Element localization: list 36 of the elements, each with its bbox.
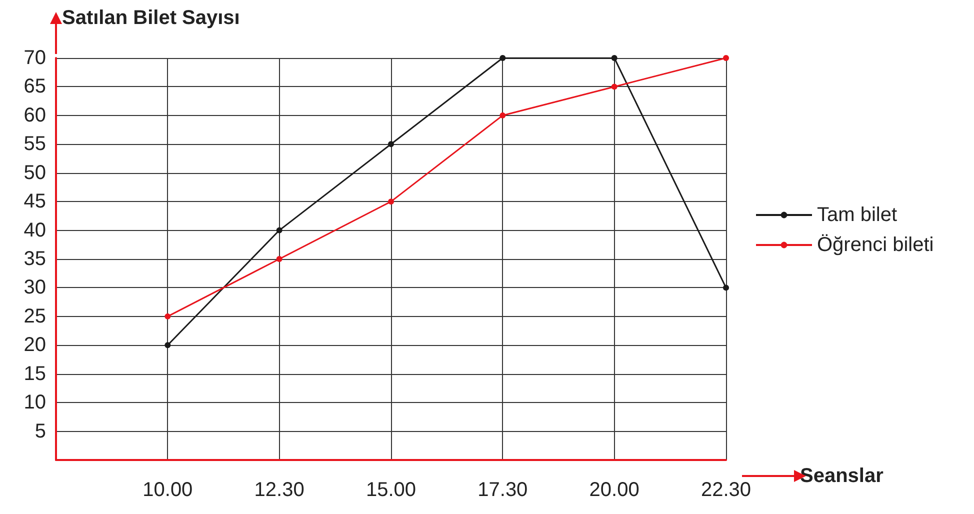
y-tick-label: 55 xyxy=(24,133,46,156)
y-tick-label: 40 xyxy=(24,219,46,242)
y-tick-label: 10 xyxy=(24,392,46,414)
y-tick-label: 50 xyxy=(24,162,46,184)
x-tick-label: 22.30 xyxy=(700,479,752,501)
x-tick-label: 15.00 xyxy=(366,479,416,501)
point xyxy=(164,342,171,348)
y-tick-label: 25 xyxy=(24,305,46,328)
point xyxy=(276,227,282,234)
y-tick-label: 35 xyxy=(24,248,46,270)
point xyxy=(723,55,729,61)
x-tick-label: 10.00 xyxy=(142,479,193,501)
x-tick-label: 12.30 xyxy=(254,479,304,501)
y-tick-label: 20 xyxy=(24,334,46,356)
legend-label: Öğrenci bileti xyxy=(817,234,934,256)
point xyxy=(611,55,618,61)
point xyxy=(500,55,506,61)
y-tick-label: 5 xyxy=(34,420,46,442)
point xyxy=(611,84,618,90)
legend-label: Tam bilet xyxy=(817,204,898,226)
x-tick-label: 17.30 xyxy=(478,479,528,501)
y-axis-title: Satılan Bilet Sayısı xyxy=(62,7,240,29)
y-tick-label: 30 xyxy=(24,276,46,299)
x-tick-label: 20.00 xyxy=(589,479,640,501)
point xyxy=(723,284,729,291)
point xyxy=(388,198,394,205)
y-tick-label: 60 xyxy=(24,104,46,126)
point xyxy=(388,141,394,148)
y-tick-label: 45 xyxy=(24,190,46,213)
point xyxy=(500,112,506,118)
y-tick-label: 70 xyxy=(24,47,46,69)
point xyxy=(276,256,282,262)
x-axis-title: Seanslar xyxy=(800,465,884,487)
y-tick-label: 65 xyxy=(24,76,46,98)
y-tick-label: 15 xyxy=(24,362,46,385)
point xyxy=(164,313,171,320)
